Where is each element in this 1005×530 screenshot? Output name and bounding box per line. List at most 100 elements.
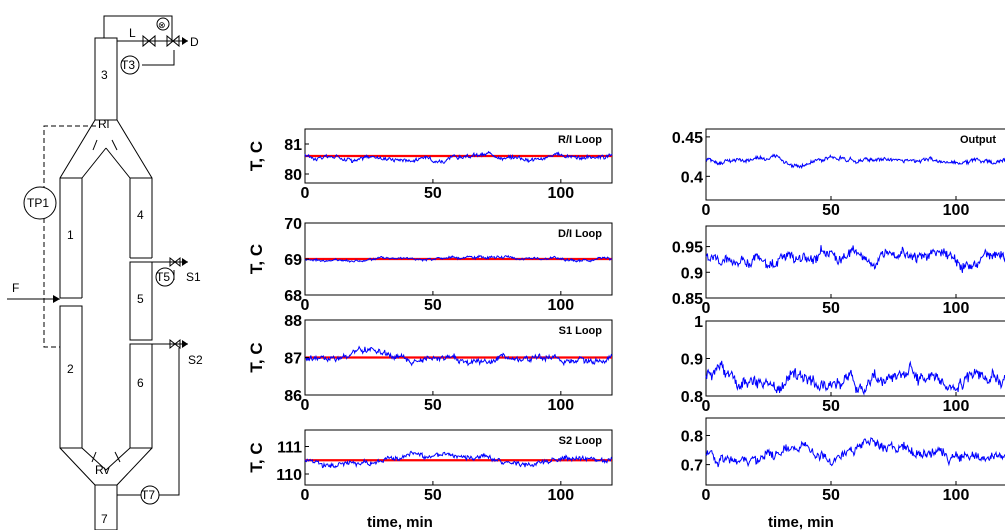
plot-frame — [705, 417, 1005, 486]
sensor-t7-icon — [140, 485, 160, 505]
x-tick-label: 50 — [424, 397, 442, 414]
measured-series — [304, 150, 613, 164]
y-tick-label: 70 — [284, 216, 302, 233]
y-tick-label: 0.8 — [681, 389, 703, 406]
label-section-2: 2 — [67, 362, 74, 376]
tp1-dashed-line — [43, 125, 96, 348]
chart-panel-left-2: 0 50 100 68 69 70 D/I Loop T, C — [247, 216, 613, 314]
arrow-icon — [91, 451, 97, 463]
lower-merge-outer-r — [116, 447, 153, 486]
label-section-5: 5 — [137, 292, 144, 306]
y-tick-label: 0.8 — [681, 428, 703, 445]
y-tick-label: 0.9 — [681, 265, 703, 282]
arrow-icon — [111, 139, 118, 151]
upper-split-outer-r — [116, 119, 153, 258]
upper-split-outer — [59, 119, 96, 298]
label-section-7: 7 — [101, 512, 108, 526]
y-axis-label: T, C — [247, 442, 266, 472]
label-T5: T5 — [156, 270, 170, 284]
sensor-t5-icon — [155, 267, 175, 287]
chart-panel-right-3: 0 50 100 0.8 0.9 1 — [681, 314, 1005, 415]
x-tick-label: 0 — [702, 398, 711, 415]
label-RI: Rl — [98, 117, 109, 131]
top-control-line — [103, 15, 158, 38]
y-tick-label: 110 — [276, 467, 302, 484]
s2-valve-icon — [169, 338, 181, 350]
sensor-t3-icon — [120, 55, 140, 75]
x-tick-label: 50 — [424, 185, 442, 202]
x-tick-label: 0 — [301, 397, 310, 414]
t3-signal-line — [142, 50, 175, 66]
y-tick-label: 0.4 — [681, 169, 703, 186]
section-6 — [129, 343, 153, 449]
measured-series — [304, 450, 613, 469]
chart-panel-right-1: 0 50 100 0.4 0.45 Output — [672, 128, 1005, 219]
lower-merge-inner — [81, 447, 131, 471]
panel-title: R/I Loop — [558, 134, 602, 146]
x-tick-label: 100 — [547, 185, 574, 202]
chart-panel-right-2: 0 50 100 0.85 0.9 0.95 — [672, 225, 1005, 317]
section-5 — [129, 261, 153, 341]
x-tick-label: 0 — [301, 487, 310, 504]
label-section-6: 6 — [137, 376, 144, 390]
label-section-1: 1 — [67, 228, 74, 242]
y-tick-label: 86 — [284, 388, 302, 405]
x-tick-label: 50 — [424, 487, 442, 504]
label-S2: S2 — [188, 353, 203, 367]
panel-title: Output — [960, 134, 996, 146]
chart-panel-left-4: 0 50 100 110 111 S2 Loop T, C — [247, 429, 613, 504]
x-tick-label: 0 — [702, 202, 711, 219]
label-section-4: 4 — [137, 208, 144, 222]
chart-panel-left-3: 0 50 100 86 87 88 S1 Loop T, C — [247, 313, 613, 414]
arrow-icon — [53, 295, 60, 303]
arrow-icon — [182, 340, 188, 348]
s1-valve-icon — [169, 256, 181, 268]
measured-series — [304, 254, 613, 263]
label-F: F — [12, 281, 19, 295]
x-tick-label: 50 — [424, 297, 442, 314]
y-tick-label: 0.7 — [681, 458, 703, 475]
upper-split-inner-r — [105, 147, 131, 258]
label-TP1: TP1 — [27, 196, 49, 210]
label-D: D — [190, 35, 199, 49]
x-tick-label: 0 — [301, 297, 310, 314]
panel-title: S2 Loop — [559, 435, 603, 447]
x-tick-label: 0 — [702, 487, 711, 504]
y-tick-label: 68 — [284, 288, 302, 305]
label-L: L — [129, 26, 136, 40]
label-T3: T3 — [121, 58, 135, 72]
plot-frame — [705, 225, 1005, 299]
x-axis-label-right: time, min — [768, 514, 834, 530]
measured-series — [705, 245, 1005, 273]
y-tick-label: 0.95 — [672, 240, 703, 257]
y-tick-label: 111 — [277, 440, 302, 457]
x-tick-label: 100 — [547, 397, 574, 414]
x-axis-label-left: time, min — [367, 514, 433, 530]
x-tick-label: 0 — [301, 185, 310, 202]
t7-signal-line — [117, 348, 180, 496]
distillate-valve-icon — [166, 34, 180, 48]
y-tick-label: 81 — [284, 137, 302, 154]
y-axis-label: T, C — [247, 244, 266, 274]
column-diagram: ⊗ L D 3 T3 Rl TP1 1 4 5 — [7, 15, 203, 530]
x-tick-label: 0 — [702, 300, 711, 317]
y-tick-label: 87 — [284, 351, 302, 368]
arrow-icon — [92, 139, 98, 151]
upper-split-inner — [81, 147, 107, 298]
arrow-icon — [114, 451, 121, 463]
section-7 — [94, 484, 118, 530]
chart-panel-left-1: 0 50 100 80 81 R/I Loop T, C — [247, 128, 613, 202]
section-3 — [94, 37, 118, 121]
lower-merge-outer — [59, 447, 96, 486]
sensor-tp1-icon — [23, 186, 57, 220]
measured-series — [705, 436, 1005, 468]
label-T7: T7 — [141, 488, 155, 502]
arrow-icon — [182, 258, 188, 266]
x-tick-label: 100 — [943, 202, 970, 219]
reflux-valve-icon — [142, 34, 156, 48]
x-tick-label: 100 — [547, 487, 574, 504]
measured-series — [705, 360, 1005, 396]
panel-title: D/I Loop — [558, 228, 602, 240]
measured-series — [304, 345, 613, 367]
